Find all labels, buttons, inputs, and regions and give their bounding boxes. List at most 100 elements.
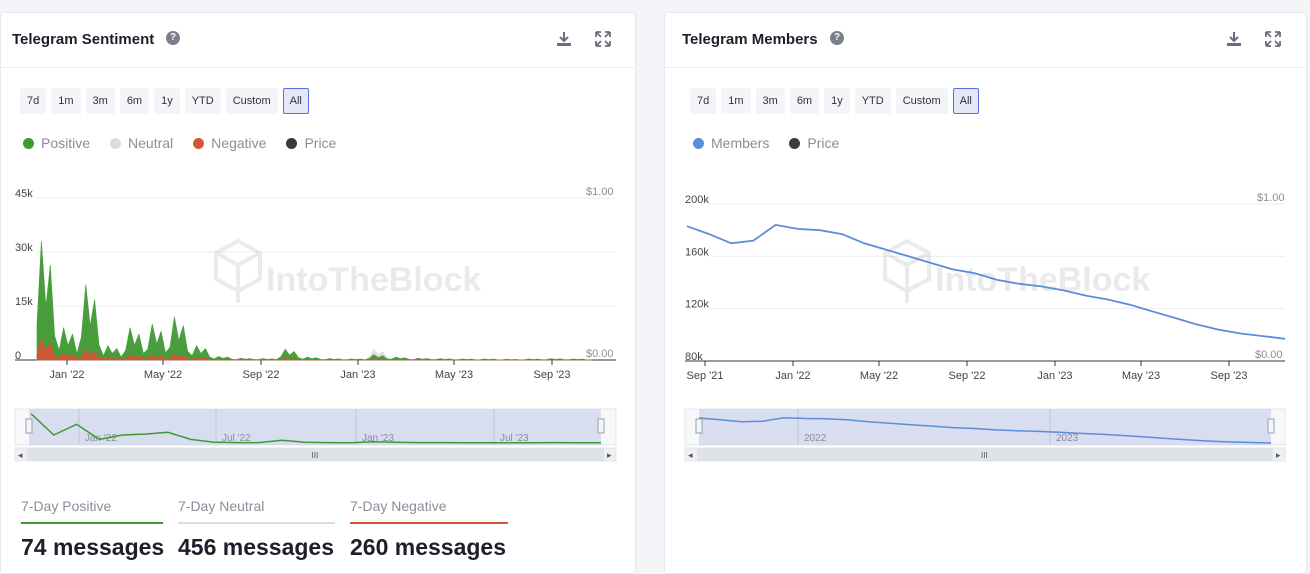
members-card-header: Telegram Members ? (665, 13, 1306, 68)
legend-label: Positive (41, 135, 91, 151)
range-button-custom[interactable]: Custom (225, 88, 278, 114)
range-button-all[interactable]: All (282, 88, 309, 114)
range-button-1m[interactable]: 1m (51, 88, 81, 114)
download-icon[interactable] (554, 29, 574, 49)
legend-dot (789, 137, 801, 149)
stat-positive-label: 7-Day Positive (21, 498, 112, 514)
stat-neutral-line (178, 522, 335, 524)
y-tick-label: 15k (15, 296, 33, 308)
legend-label: Members (711, 135, 770, 151)
navigator-selection[interactable] (29, 409, 601, 445)
x-tick-label: Jan '22 (49, 369, 84, 381)
sentiment-card: Telegram Sentiment ? 7d 1m 3m 6m 1y YTD Custom… (0, 12, 636, 574)
stat-positive-value: 74 messages (21, 534, 165, 560)
members-title: Telegram Members (682, 31, 818, 48)
scrollbar-right-arrow: ▸ (1276, 450, 1281, 460)
range-button-custom[interactable]: Custom (895, 88, 948, 114)
scrollbar-left-arrow: ◂ (688, 450, 693, 460)
stat-negative-value: 260 messages (350, 534, 507, 560)
stat-negative: 7-Day Negative 260 messages (350, 498, 508, 561)
y-tick-label: 0 (15, 350, 21, 362)
legend-dot (110, 137, 122, 149)
legend-item-negative[interactable]: Negative (193, 135, 266, 151)
range-button-all[interactable]: All (952, 88, 979, 114)
navigator-tick-label: 2023 (1056, 433, 1079, 444)
sentiment-range-selector: 7d 1m 3m 6m 1y YTD Custom All (20, 88, 309, 114)
stat-negative-line (350, 522, 508, 524)
scrollbar-grip: III (312, 451, 319, 460)
x-tick-label: Sep '22 (243, 369, 280, 381)
help-icon[interactable]: ? (166, 31, 180, 45)
stat-neutral-value: 456 messages (178, 534, 335, 560)
scrollbar-right-arrow: ▸ (607, 450, 612, 460)
series-area-positive (36, 241, 592, 361)
legend-label: Negative (211, 135, 267, 151)
stat-positive: 7-Day Positive 74 messages (21, 498, 165, 561)
sentiment-card-header: Telegram Sentiment ? (1, 13, 635, 68)
navigator-series (698, 416, 1272, 444)
range-button-6m[interactable]: 6m (789, 88, 820, 114)
x-tick-label: May '22 (144, 369, 182, 381)
x-tick-label: Jan '23 (340, 369, 375, 381)
range-button-ytd[interactable]: YTD (184, 88, 221, 114)
navigator-series (30, 413, 602, 444)
x-tick-label: May '23 (435, 369, 473, 381)
y2-tick-label: $1.00 (586, 186, 614, 198)
stat-negative-label: 7-Day Negative (350, 498, 447, 514)
x-tick-label: Sep '23 (534, 369, 571, 381)
stat-positive-line (21, 522, 163, 524)
navigator-handle[interactable] (695, 418, 703, 434)
x-tick-label: May '23 (1122, 370, 1160, 382)
scrollbar-grip: III (981, 451, 988, 460)
range-button-1m[interactable]: 1m (721, 88, 751, 114)
range-button-7d[interactable]: 7d (20, 88, 47, 114)
navigator-tick-label: Jul '23 (500, 433, 529, 444)
navigator-handle[interactable] (597, 418, 605, 434)
legend-label: Price (304, 135, 337, 151)
legend-item-positive[interactable]: Positive (23, 135, 90, 151)
x-tick-label: Sep '22 (949, 370, 986, 382)
y2-tick-label: $1.00 (1257, 192, 1285, 204)
series-area-negative (36, 337, 592, 361)
watermark-icon (214, 238, 262, 303)
range-button-6m[interactable]: 6m (119, 88, 150, 114)
range-button-3m[interactable]: 3m (85, 88, 115, 114)
help-icon[interactable]: ? (830, 31, 844, 45)
legend-item-price[interactable]: Price (286, 135, 336, 151)
navigator-tick-label: Jul '22 (222, 433, 251, 444)
legend-item-neutral[interactable]: Neutral (110, 135, 173, 151)
download-icon[interactable] (1224, 29, 1244, 49)
legend-label: Neutral (128, 135, 174, 151)
expand-icon[interactable] (1263, 29, 1283, 49)
y-tick-label: 45k (15, 188, 33, 200)
range-button-1y[interactable]: 1y (154, 88, 180, 114)
legend-dot (193, 137, 205, 149)
watermark-text: IntoTheBlock (935, 261, 1150, 299)
x-tick-label: Jan '22 (775, 370, 810, 382)
watermark-icon (883, 238, 931, 303)
navigator-handle[interactable] (1267, 418, 1275, 434)
expand-icon[interactable] (593, 29, 613, 49)
range-button-1y[interactable]: 1y (824, 88, 850, 114)
members-legend: Members Price (693, 135, 839, 151)
legend-item-price[interactable]: Price (789, 135, 839, 151)
y2-tick-label: $0.00 (1255, 349, 1283, 361)
legend-item-members[interactable]: Members (693, 135, 769, 151)
scrollbar-thumb[interactable] (697, 448, 1273, 461)
range-button-7d[interactable]: 7d (690, 88, 717, 114)
x-tick-label: Jan '23 (1037, 370, 1072, 382)
series-line-members (686, 223, 1286, 340)
legend-label: Price (807, 135, 840, 151)
y-tick-label: 160k (685, 246, 709, 258)
range-button-ytd[interactable]: YTD (854, 88, 891, 114)
navigator-handle[interactable] (25, 418, 33, 434)
sentiment-legend: Positive Neutral Negative Price (23, 135, 336, 151)
sentiment-title: Telegram Sentiment (12, 31, 155, 48)
scrollbar-thumb[interactable] (27, 448, 604, 461)
members-card: Telegram Members ? 7d 1m 3m 6m 1y YTD Custom Al… (664, 12, 1307, 574)
y-tick-label: 200k (685, 194, 709, 206)
y-tick-label: 120k (685, 299, 709, 311)
legend-dot (693, 137, 704, 149)
range-button-3m[interactable]: 3m (755, 88, 785, 114)
x-tick-label: Sep '21 (687, 370, 724, 382)
